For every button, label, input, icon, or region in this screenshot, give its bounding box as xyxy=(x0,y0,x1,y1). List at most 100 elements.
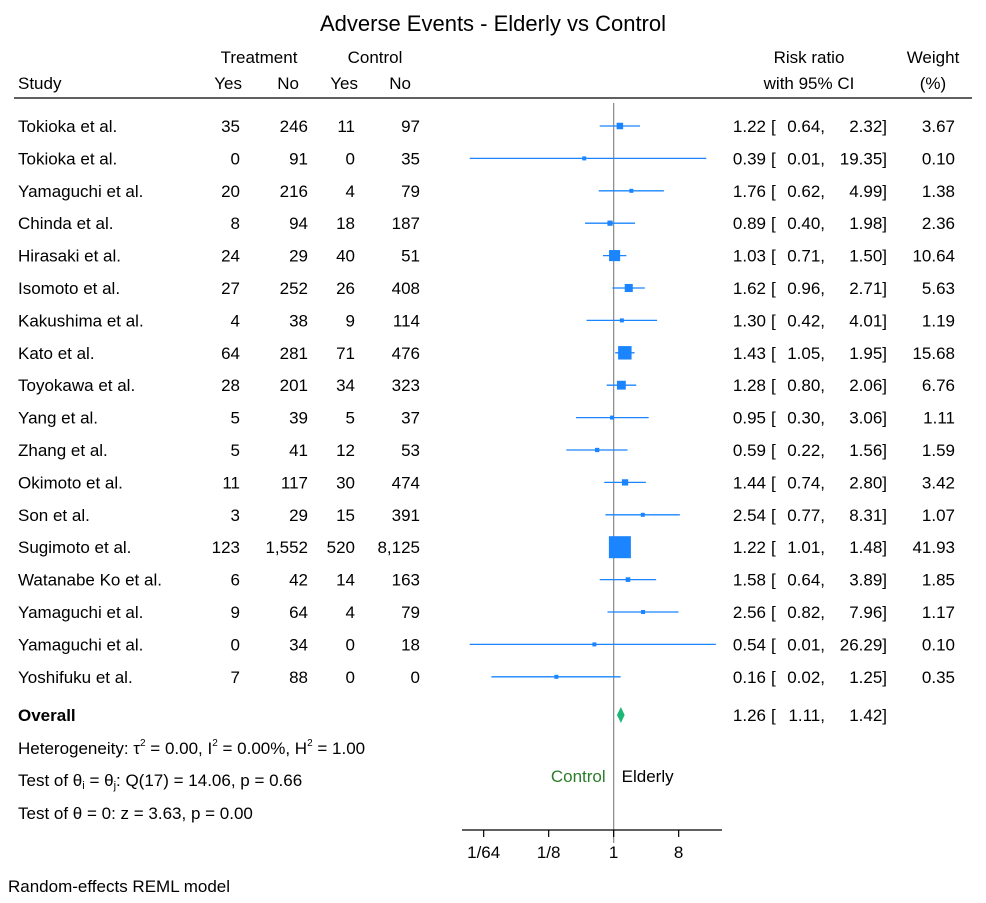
ci-low: 0.42, xyxy=(787,311,825,330)
control-yes: 0 xyxy=(346,668,355,687)
study-row: Kato et al. 64 281 71 476 1.43 [1.05, 1.95] 15.6… xyxy=(18,344,955,363)
rr-value: 1.22 xyxy=(733,117,766,136)
treatment-yes: 11 xyxy=(222,473,240,492)
overall-bracket: [ xyxy=(771,706,776,725)
study-row: Okimoto et al. 11 117 30 474 1.44 [0.74, 2.80] 3… xyxy=(18,473,955,492)
study-row: Watanabe Ko et al. 6 42 14 163 1.58 [0.64, 3.89… xyxy=(18,571,955,590)
control-no: 35 xyxy=(401,149,420,168)
ci-high: 26.29] xyxy=(840,635,887,654)
study-name: Yamaguchi et al. xyxy=(18,603,143,622)
overall-diamond xyxy=(616,707,625,723)
study-row: Yoshifuku et al. 7 88 0 0 0.16 [0.02, 1.25] 0.35 xyxy=(18,668,955,687)
rr-value: 1.03 xyxy=(733,247,766,266)
ci-low: 0.74, xyxy=(787,473,825,492)
effect-marker xyxy=(640,512,645,517)
favors-elderly-label: Elderly xyxy=(622,767,674,786)
control-yes: 14 xyxy=(336,571,355,590)
study-name: Zhang et al. xyxy=(18,441,108,460)
control-no: 79 xyxy=(401,603,420,622)
effect-marker xyxy=(608,536,631,559)
weight-value: 1.19 xyxy=(922,311,955,330)
test-theta-0-text: Test of θ = 0: z = 3.63, p = 0.00 xyxy=(18,804,253,823)
ci-open-bracket: [ xyxy=(771,538,776,557)
rr-value: 0.59 xyxy=(733,441,766,460)
ci-low: 0.82, xyxy=(787,603,825,622)
control-yes: 9 xyxy=(346,311,355,330)
study-row: Yang et al. 5 39 5 37 0.95 [0.30, 3.06] 1.11 xyxy=(18,409,955,428)
treatment-no: 64 xyxy=(289,603,308,622)
treatment-no: 281 xyxy=(280,344,308,363)
effect-marker xyxy=(641,610,646,614)
control-yes: 4 xyxy=(346,603,355,622)
ci-open-bracket: [ xyxy=(771,149,776,168)
control-yes: 15 xyxy=(336,506,355,525)
control-no: 323 xyxy=(392,376,420,395)
treatment-yes: 3 xyxy=(231,506,240,525)
header-treatment: Treatment xyxy=(221,48,298,67)
treatment-yes: 27 xyxy=(221,279,240,298)
ci-high: 4.99] xyxy=(849,182,887,201)
header-control-yes: Yes xyxy=(330,74,358,93)
effect-marker xyxy=(619,318,624,323)
ci-high: 7.96] xyxy=(849,603,887,622)
treatment-no: 252 xyxy=(280,279,308,298)
control-yes: 71 xyxy=(336,344,355,363)
treatment-yes: 4 xyxy=(231,311,240,330)
effect-marker xyxy=(621,479,629,486)
control-yes: 18 xyxy=(336,214,355,233)
weight-value: 15.68 xyxy=(912,344,955,363)
ci-low: 0.96, xyxy=(787,279,825,298)
control-no: 51 xyxy=(401,247,420,266)
weight-value: 6.76 xyxy=(922,376,955,395)
control-yes: 4 xyxy=(346,182,355,201)
treatment-yes: 5 xyxy=(231,441,240,460)
treatment-yes: 6 xyxy=(231,571,240,590)
treatment-yes: 5 xyxy=(231,409,240,428)
effect-marker xyxy=(624,283,633,293)
control-yes: 11 xyxy=(337,117,355,136)
effect-marker xyxy=(554,674,559,679)
control-no: 187 xyxy=(392,214,420,233)
header-treatment-no: No xyxy=(277,74,299,93)
control-yes: 30 xyxy=(336,473,355,492)
x-tick-label: 1 xyxy=(609,843,618,862)
chart-title: Adverse Events - Elderly vs Control xyxy=(320,11,666,36)
x-axis: 1/64 1/8 1 8 xyxy=(462,829,722,862)
rr-value: 0.89 xyxy=(733,214,766,233)
ci-high: 1.50] xyxy=(849,247,887,266)
effect-marker xyxy=(609,250,621,262)
rr-value: 1.30 xyxy=(733,311,766,330)
study-name: Yamaguchi et al. xyxy=(18,182,143,201)
effect-marker xyxy=(616,122,624,130)
ci-low: 0.71, xyxy=(787,247,825,266)
study-row: Yamaguchi et al. 0 34 0 18 0.54 [0.01, 26.29] 0.… xyxy=(18,635,955,654)
ci-low: 0.01, xyxy=(787,635,825,654)
ci-open-bracket: [ xyxy=(771,441,776,460)
treatment-no: 94 xyxy=(289,214,308,233)
study-name: Tokioka et al. xyxy=(18,117,117,136)
study-name: Sugimoto et al. xyxy=(18,538,131,557)
study-name: Toyokawa et al. xyxy=(18,376,135,395)
control-no: 18 xyxy=(401,635,420,654)
study-row: Tokioka et al. 35 246 11 97 1.22 [0.64, 2.32] 3.… xyxy=(18,117,955,136)
ci-open-bracket: [ xyxy=(771,311,776,330)
rr-value: 0.95 xyxy=(733,409,766,428)
ci-open-bracket: [ xyxy=(771,603,776,622)
treatment-no: 38 xyxy=(289,311,308,330)
effect-marker xyxy=(618,346,632,360)
treatment-no: 29 xyxy=(289,506,308,525)
ci-high: 3.89] xyxy=(849,571,887,590)
heterogeneity-text: Heterogeneity: τ2 = 0.00, I2 = 0.00%, H2… xyxy=(18,738,365,758)
weight-value: 1.59 xyxy=(922,441,955,460)
rr-value: 2.54 xyxy=(733,506,766,525)
effect-marker xyxy=(582,156,587,161)
study-name: Kakushima et al. xyxy=(18,311,144,330)
ci-low: 0.64, xyxy=(787,571,825,590)
header-weight-unit: (%) xyxy=(920,74,946,93)
ci-open-bracket: [ xyxy=(771,473,776,492)
rr-value: 1.58 xyxy=(733,571,766,590)
ci-open-bracket: [ xyxy=(771,117,776,136)
control-no: 79 xyxy=(401,182,420,201)
header-control: Control xyxy=(348,48,403,67)
control-yes: 5 xyxy=(346,409,355,428)
